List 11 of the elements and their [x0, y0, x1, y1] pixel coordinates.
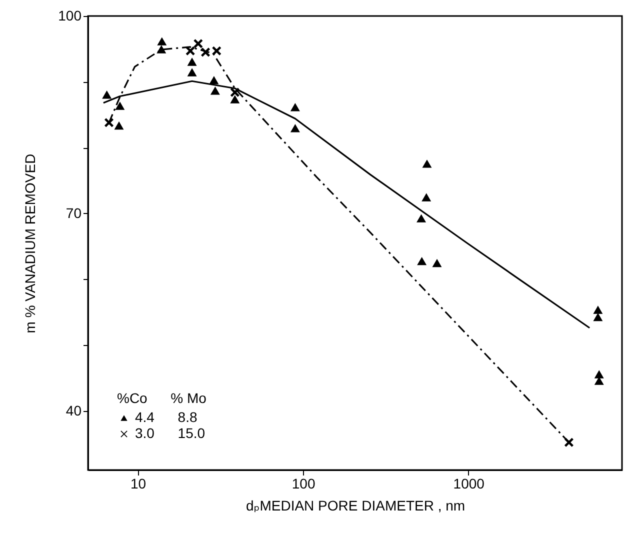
- x-axis-title: dₚMEDIAN PORE DIAMETER , nm: [246, 498, 466, 514]
- legend-title: %Co % Mo: [117, 390, 207, 406]
- x-tick-label: 1000: [453, 476, 485, 492]
- y-tick-label: 70: [66, 204, 82, 221]
- x-tick-label: 100: [292, 476, 316, 492]
- y-tick-label: 40: [66, 402, 82, 418]
- x-tick-label: 10: [130, 476, 146, 492]
- legend-label: 4.4 8.8: [135, 409, 198, 425]
- legend-label: 3.0 15.0: [135, 425, 206, 441]
- y-tick-label: 100: [58, 8, 82, 24]
- y-axis-title: m % VANADIUM REMOVED: [22, 154, 38, 334]
